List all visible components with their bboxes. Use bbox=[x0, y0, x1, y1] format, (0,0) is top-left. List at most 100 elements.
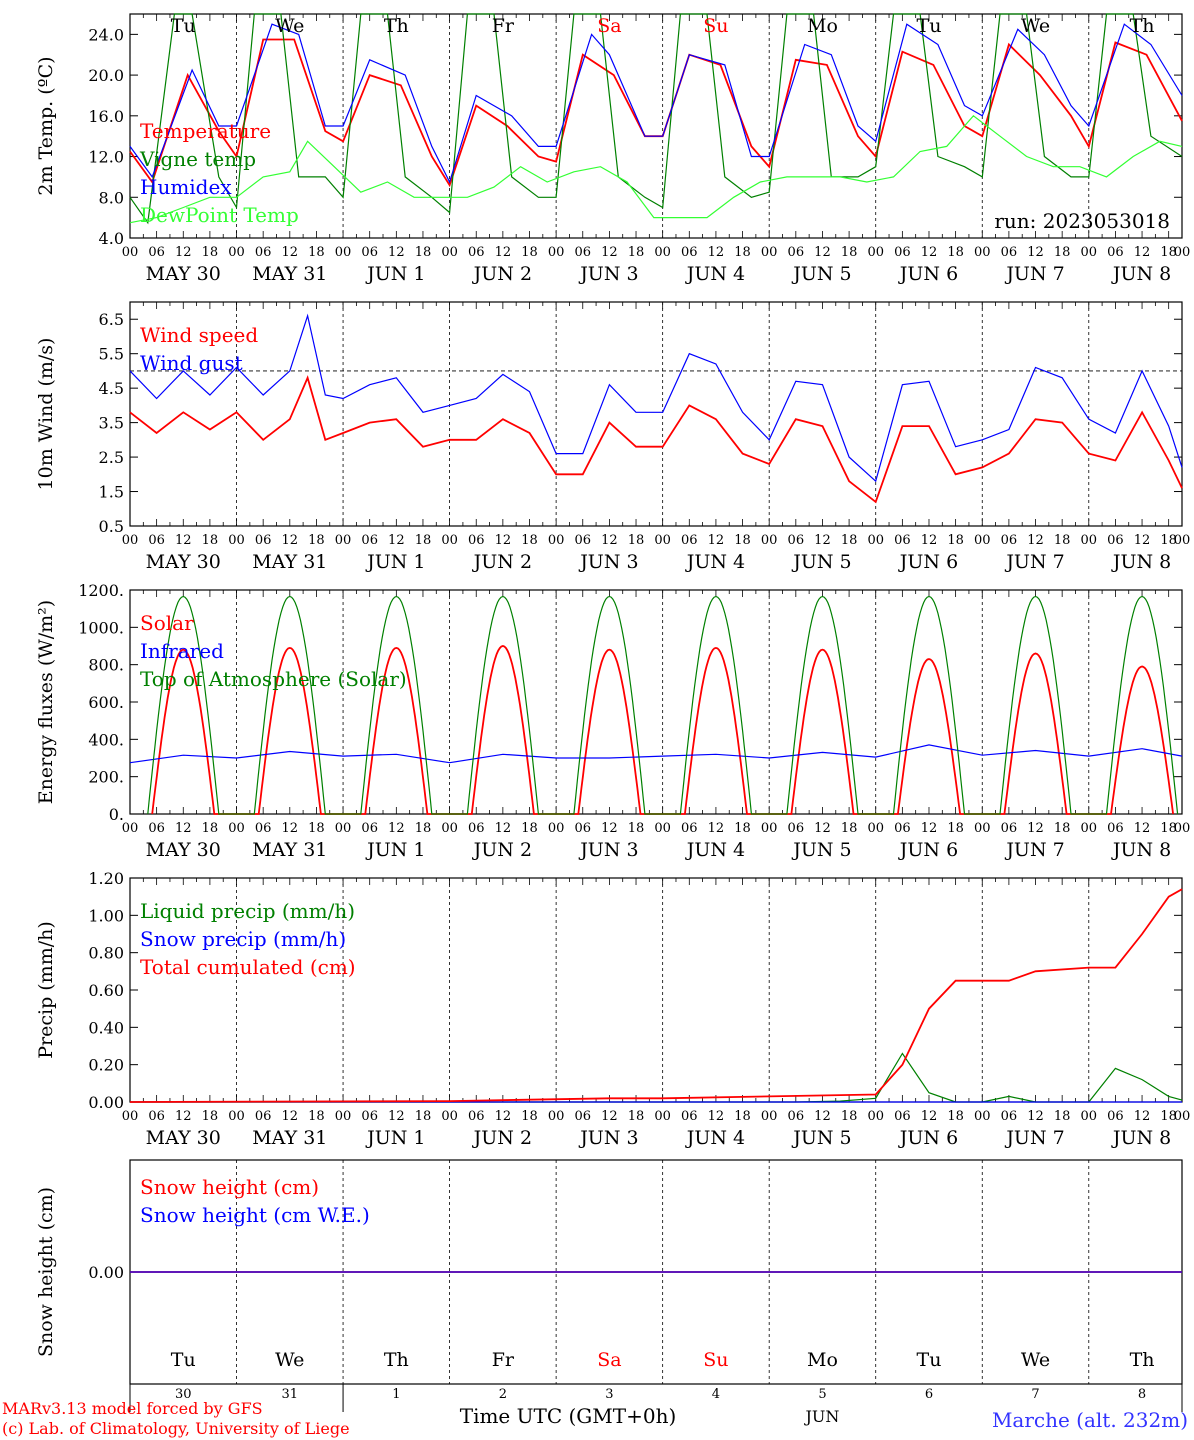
hour-label: 06 bbox=[468, 1109, 485, 1124]
y-tick-label: 1200. bbox=[78, 581, 124, 600]
legend-entry: Vigne temp bbox=[139, 147, 256, 171]
date-label: MAY 30 bbox=[146, 263, 221, 285]
hour-label: 00 bbox=[1081, 1109, 1098, 1124]
hour-label: 00 bbox=[441, 533, 458, 548]
hour-label: 06 bbox=[255, 533, 272, 548]
hour-label: 00 bbox=[122, 533, 139, 548]
hour-label: 00 bbox=[1174, 1109, 1191, 1124]
day-number: 6 bbox=[925, 1387, 933, 1402]
weekday-label: Fr bbox=[492, 15, 515, 37]
hour-label: 00 bbox=[761, 821, 778, 836]
weekday-label: Th bbox=[384, 1349, 409, 1371]
hour-label: 06 bbox=[681, 533, 698, 548]
hour-label: 06 bbox=[788, 533, 805, 548]
hour-label: 06 bbox=[681, 1109, 698, 1124]
hour-label: 18 bbox=[521, 245, 538, 260]
y-tick-label: 0.00 bbox=[88, 1093, 124, 1112]
hour-label: 12 bbox=[175, 533, 192, 548]
hour-label: 18 bbox=[734, 245, 751, 260]
hour-label: 12 bbox=[1134, 1109, 1151, 1124]
weekday-label: Th bbox=[1130, 1349, 1155, 1371]
date-label: MAY 30 bbox=[146, 1127, 221, 1149]
date-label: JUN 1 bbox=[365, 263, 425, 285]
hour-label: 18 bbox=[628, 533, 645, 548]
weekday-label: We bbox=[275, 1349, 304, 1371]
hour-label: 00 bbox=[441, 245, 458, 260]
legend-entry: Snow height (cm) bbox=[140, 1175, 319, 1199]
series-line bbox=[129, 744, 1183, 764]
hour-label: 00 bbox=[654, 533, 671, 548]
hour-label: 12 bbox=[282, 245, 299, 260]
hour-label: 12 bbox=[921, 245, 938, 260]
hour-label: 18 bbox=[521, 1109, 538, 1124]
hour-label: 12 bbox=[814, 821, 831, 836]
hour-label: 18 bbox=[415, 533, 432, 548]
legend-entry: Temperature bbox=[140, 119, 271, 143]
hour-label: 06 bbox=[255, 245, 272, 260]
month-label: JUN bbox=[804, 1407, 840, 1426]
hour-label: 00 bbox=[1174, 533, 1191, 548]
hour-label: 06 bbox=[1001, 245, 1018, 260]
date-label: JUN 3 bbox=[578, 263, 638, 285]
day-number: 5 bbox=[818, 1387, 826, 1402]
hour-label: 00 bbox=[335, 245, 352, 260]
hour-label: 06 bbox=[361, 821, 378, 836]
weekday-label: Th bbox=[384, 15, 409, 37]
hour-label: 06 bbox=[894, 821, 911, 836]
station-label: Marche (alt. 232m) bbox=[992, 1408, 1188, 1432]
hour-label: 12 bbox=[175, 245, 192, 260]
hour-label: 12 bbox=[921, 533, 938, 548]
hour-label: 06 bbox=[1107, 821, 1124, 836]
date-label: JUN 2 bbox=[472, 263, 532, 285]
hour-label: 12 bbox=[601, 821, 618, 836]
hour-label: 06 bbox=[788, 245, 805, 260]
series-line bbox=[130, 1052, 1183, 1103]
hour-label: 06 bbox=[574, 245, 591, 260]
y-tick-label: 8.0 bbox=[99, 188, 124, 207]
hour-label: 12 bbox=[1134, 821, 1151, 836]
hour-label: 06 bbox=[1107, 245, 1124, 260]
hour-label: 06 bbox=[361, 245, 378, 260]
hour-label: 12 bbox=[708, 245, 725, 260]
y-tick-label: 0.60 bbox=[88, 981, 124, 1000]
hour-label: 12 bbox=[708, 821, 725, 836]
hour-label: 06 bbox=[681, 821, 698, 836]
hour-label: 06 bbox=[361, 533, 378, 548]
hour-label: 18 bbox=[415, 1109, 432, 1124]
hour-label: 00 bbox=[654, 245, 671, 260]
hour-label: 00 bbox=[335, 533, 352, 548]
hour-label: 00 bbox=[1081, 245, 1098, 260]
hour-label: 00 bbox=[867, 245, 884, 260]
hour-label: 12 bbox=[1134, 533, 1151, 548]
hour-label: 06 bbox=[468, 533, 485, 548]
hour-label: 00 bbox=[335, 821, 352, 836]
hour-label: 00 bbox=[654, 821, 671, 836]
date-label: JUN 4 bbox=[685, 839, 745, 861]
date-label: JUN 6 bbox=[898, 263, 958, 285]
date-label: JUN 8 bbox=[1111, 263, 1171, 285]
y-axis-label: 10m Wind (m/s) bbox=[35, 338, 57, 491]
date-label: JUN 8 bbox=[1111, 1127, 1171, 1149]
date-label: JUN 2 bbox=[472, 1127, 532, 1149]
hour-label: 00 bbox=[228, 821, 245, 836]
date-label: JUN 5 bbox=[791, 263, 851, 285]
date-label: MAY 31 bbox=[252, 263, 327, 285]
y-tick-label: 400. bbox=[88, 730, 124, 749]
hour-label: 06 bbox=[1107, 1109, 1124, 1124]
day-number: 30 bbox=[175, 1387, 192, 1402]
hour-label: 18 bbox=[947, 821, 964, 836]
hour-label: 06 bbox=[894, 245, 911, 260]
hour-label: 12 bbox=[708, 1109, 725, 1124]
hour-label: 18 bbox=[628, 821, 645, 836]
hour-label: 18 bbox=[1160, 1109, 1177, 1124]
hour-label: 12 bbox=[601, 533, 618, 548]
hour-label: 06 bbox=[574, 821, 591, 836]
hour-label: 00 bbox=[122, 245, 139, 260]
legend-entry: Snow height (cm W.E.) bbox=[140, 1203, 370, 1227]
date-label: MAY 31 bbox=[252, 551, 327, 573]
y-tick-label: 1.00 bbox=[88, 906, 124, 925]
hour-label: 18 bbox=[308, 533, 325, 548]
day-number: 4 bbox=[712, 1387, 720, 1402]
hour-label: 06 bbox=[148, 245, 165, 260]
hour-label: 06 bbox=[255, 1109, 272, 1124]
